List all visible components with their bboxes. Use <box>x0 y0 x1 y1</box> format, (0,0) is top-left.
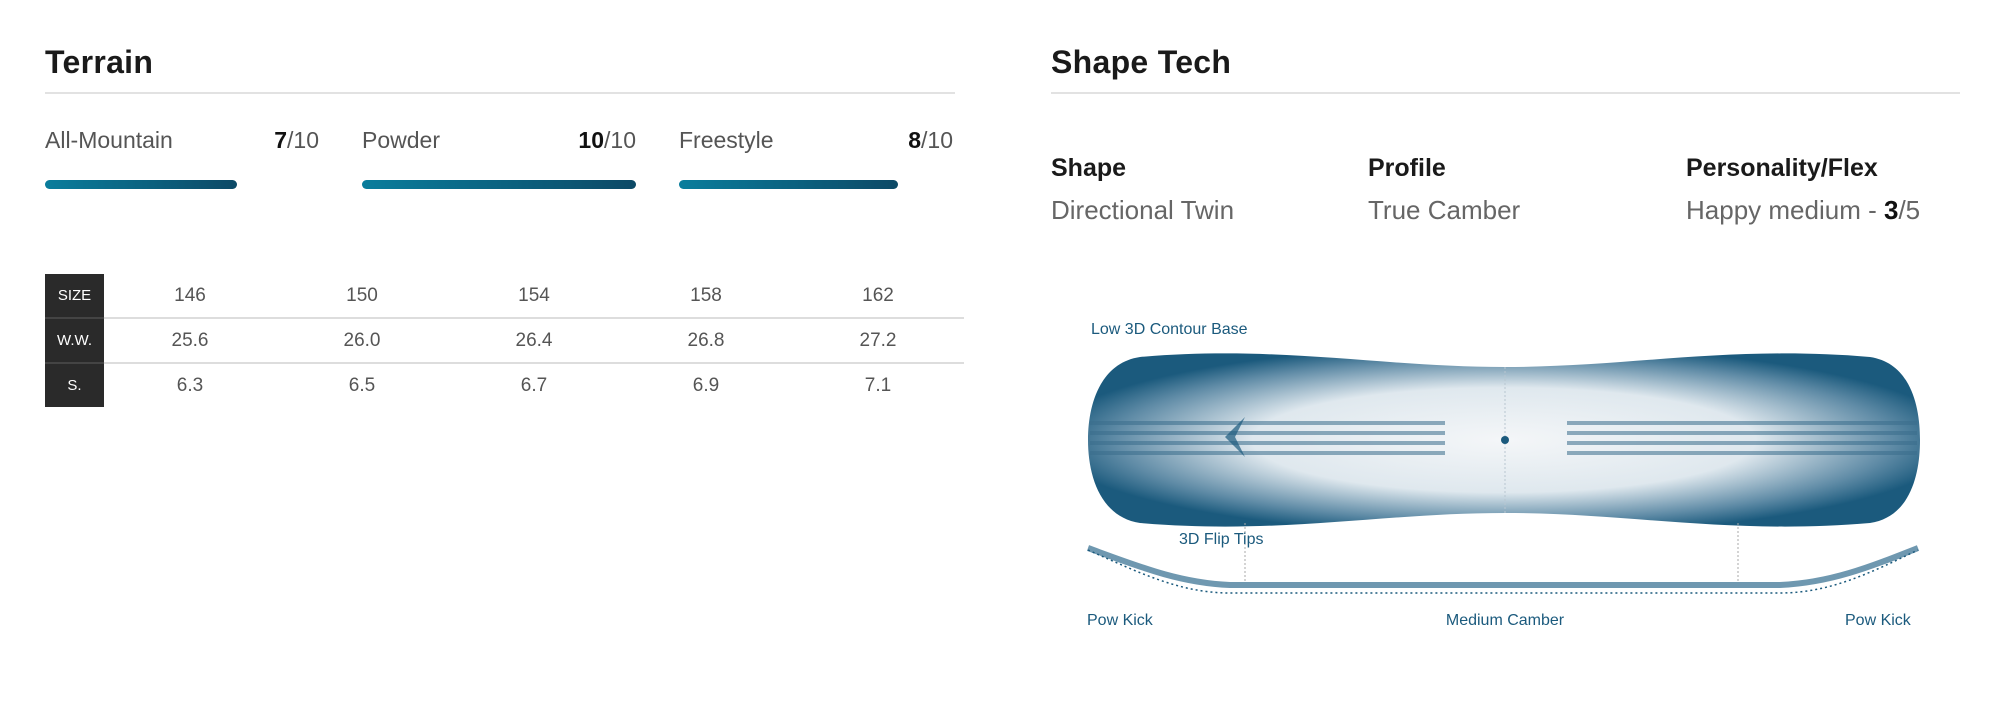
flex-label: Personality/Flex <box>1686 154 1878 182</box>
rating-track <box>679 180 953 189</box>
rating-score: 7/10 <box>274 127 319 153</box>
shape-value: Directional Twin <box>1051 195 1235 225</box>
rating-all-mountain: All-Mountain 7/10 <box>45 127 319 189</box>
rating-label: All-Mountain <box>45 127 173 153</box>
table-row: S. 6.3 6.5 6.7 6.9 7.1 <box>45 362 964 407</box>
table-cell: 26.0 <box>276 318 448 364</box>
row-label: S. <box>45 362 104 407</box>
shape-tech-divider <box>1051 92 1960 94</box>
table-cell: 150 <box>276 274 448 319</box>
rating-track <box>45 180 319 189</box>
rating-freestyle: Freestyle 8/10 <box>679 127 953 189</box>
table-cell: 26.8 <box>620 318 792 364</box>
profile-spec: Profile True Camber <box>1368 154 1520 226</box>
rating-bar <box>362 180 636 189</box>
base-label: Low 3D Contour Base <box>1091 321 1248 338</box>
terrain-title: Terrain <box>45 44 154 80</box>
table-row: W.W. 25.6 26.0 26.4 26.8 27.2 <box>45 317 964 364</box>
table-row: SIZE 146 150 154 158 162 <box>45 274 964 319</box>
table-cell: 25.6 <box>104 318 276 364</box>
rating-score: 8/10 <box>908 127 953 153</box>
rating-track <box>362 180 636 189</box>
left-pow-kick-label: Pow Kick <box>1087 612 1153 629</box>
shape-tech-title: Shape Tech <box>1051 44 1232 80</box>
table-cell: 27.2 <box>792 318 964 364</box>
table-cell: 6.5 <box>348 374 376 396</box>
table-cell: 162 <box>792 274 964 319</box>
table-cell: 6.3 <box>176 374 204 396</box>
rating-label: Freestyle <box>679 127 774 153</box>
camber-label: Medium Camber <box>1445 612 1565 629</box>
flex-value: Happy medium - 3/5 <box>1686 195 1921 225</box>
rating-label: Powder <box>362 127 440 153</box>
profile-label: Profile <box>1368 154 1446 182</box>
profile-arrows <box>1087 549 1919 594</box>
row-label: W.W. <box>45 317 104 363</box>
center-mark-icon <box>1501 436 1509 444</box>
spec-table: SIZE 146 150 154 158 162 W.W. 25.6 26.0 … <box>45 274 964 407</box>
board-profile <box>1086 545 1920 588</box>
rating-powder: Powder 10/10 <box>362 127 636 189</box>
table-cell: 26.4 <box>448 318 620 364</box>
rating-bar <box>45 180 237 189</box>
right-pow-kick-label: Pow Kick <box>1845 612 1911 629</box>
snowboard-diagram <box>1086 353 1920 594</box>
table-cell: 146 <box>104 274 276 319</box>
shape-spec: Shape Directional Twin <box>1051 154 1234 226</box>
profile-value: True Camber <box>1368 195 1521 225</box>
table-cell: 6.7 <box>520 374 548 396</box>
flex-spec: Personality/Flex Happy medium - 3/5 <box>1686 154 1920 226</box>
table-cell: 6.9 <box>692 374 720 396</box>
base-graphic <box>1090 421 1917 455</box>
flip-tips-label: 3D Flip Tips <box>1179 531 1264 548</box>
table-cell: 154 <box>448 274 620 319</box>
rating-score: 10/10 <box>578 127 636 153</box>
rating-bar <box>679 180 899 189</box>
logo-icon <box>1225 417 1245 457</box>
shape-label: Shape <box>1051 154 1127 182</box>
table-cell: 7.1 <box>864 374 892 396</box>
table-cell: 158 <box>620 274 792 319</box>
row-label: SIZE <box>45 274 104 318</box>
terrain-divider <box>45 92 955 94</box>
